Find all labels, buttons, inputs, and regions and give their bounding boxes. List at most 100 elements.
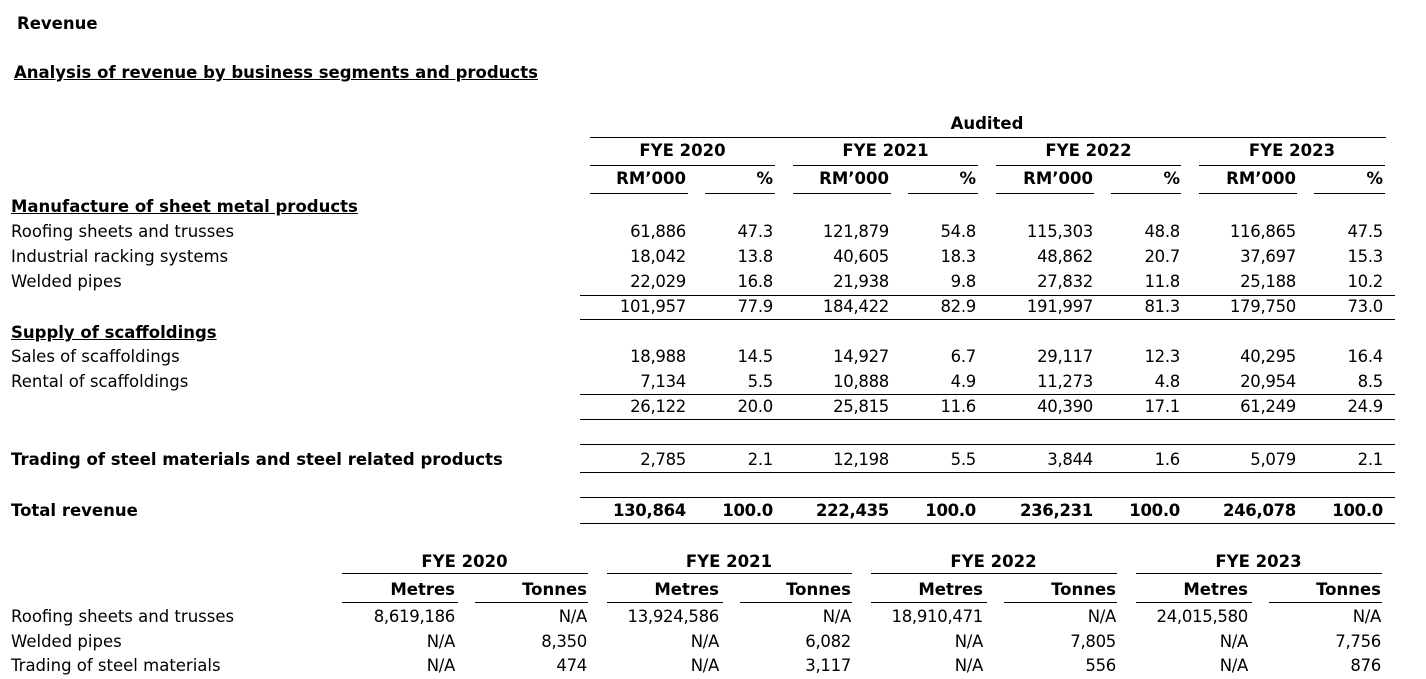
tonnes-column-header: Tonnes bbox=[786, 580, 851, 599]
subtotal-rule bbox=[580, 394, 1395, 395]
amount-cell: 40,605 bbox=[833, 247, 889, 266]
amount-cell: 236,231 bbox=[1019, 501, 1093, 520]
amount-cell: 18,042 bbox=[630, 247, 686, 266]
subtotal-rule bbox=[580, 419, 1395, 420]
percent-cell: 48.8 bbox=[1144, 222, 1180, 241]
metres-cell: N/A bbox=[426, 656, 456, 675]
year-header: FYE 2021 bbox=[842, 141, 929, 160]
percent-cell: 10.2 bbox=[1347, 272, 1383, 291]
tonnes-cell: 7,756 bbox=[1335, 632, 1381, 651]
percent-cell: 4.8 bbox=[1154, 372, 1181, 391]
year-rule bbox=[793, 165, 978, 166]
percent-cell: 100.0 bbox=[925, 501, 976, 520]
tonnes-cell: 474 bbox=[556, 656, 587, 675]
trading-label: Trading of steel materials and steel rel… bbox=[11, 450, 503, 469]
audited-rule bbox=[590, 137, 1386, 138]
volume-year-header: FYE 2020 bbox=[421, 552, 508, 571]
amount-cell: 61,886 bbox=[630, 222, 686, 241]
column-rule bbox=[342, 602, 458, 603]
volume-year-header: FYE 2021 bbox=[685, 552, 773, 571]
percent-cell: 24.9 bbox=[1347, 397, 1383, 416]
percent-column-header: % bbox=[756, 169, 773, 188]
year-rule bbox=[996, 165, 1181, 166]
amount-cell: 27,832 bbox=[1037, 272, 1093, 291]
amount-cell: 116,865 bbox=[1229, 222, 1296, 241]
metres-cell: 13,924,586 bbox=[627, 607, 720, 626]
column-rule bbox=[1269, 602, 1382, 603]
amount-cell: 101,957 bbox=[619, 297, 686, 316]
column-rule bbox=[793, 193, 891, 194]
rule-line bbox=[580, 472, 1395, 473]
amount-cell: 20,954 bbox=[1240, 372, 1296, 391]
amount-cell: 61,249 bbox=[1240, 397, 1296, 416]
page-title: Revenue bbox=[17, 14, 98, 33]
amount-cell: 18,988 bbox=[630, 347, 686, 366]
row-label: Roofing sheets and trusses bbox=[11, 222, 235, 241]
percent-cell: 6.7 bbox=[950, 347, 977, 366]
metres-column-header: Metres bbox=[654, 580, 719, 599]
tonnes-cell: 3,117 bbox=[805, 656, 851, 675]
percent-cell: 73.0 bbox=[1347, 297, 1383, 316]
amount-cell: 11,273 bbox=[1037, 372, 1093, 391]
amount-cell: 29,117 bbox=[1037, 347, 1093, 366]
percent-cell: 100.0 bbox=[722, 501, 773, 520]
tonnes-cell: 8,350 bbox=[541, 632, 587, 651]
column-rule bbox=[740, 602, 852, 603]
amount-cell: 7,134 bbox=[640, 372, 686, 391]
percent-cell: 8.5 bbox=[1357, 372, 1384, 391]
percent-cell: 9.8 bbox=[950, 272, 977, 291]
amount-cell: 222,435 bbox=[815, 501, 889, 520]
amount-cell: 25,188 bbox=[1240, 272, 1296, 291]
percent-cell: 11.8 bbox=[1144, 272, 1180, 291]
amount-cell: 10,888 bbox=[833, 372, 889, 391]
percent-cell: 11.6 bbox=[940, 397, 976, 416]
metres-column-header: Metres bbox=[390, 580, 455, 599]
tonnes-cell: 876 bbox=[1350, 656, 1381, 675]
volume-year-header: FYE 2023 bbox=[1215, 552, 1302, 571]
metres-cell: 24,015,580 bbox=[1156, 607, 1249, 626]
metres-cell: N/A bbox=[954, 656, 984, 675]
amount-cell: 121,879 bbox=[822, 222, 889, 241]
percent-cell: 82.9 bbox=[940, 297, 976, 316]
year-header: FYE 2022 bbox=[1045, 141, 1132, 160]
year-rule bbox=[1136, 573, 1382, 574]
amount-cell: 25,815 bbox=[833, 397, 889, 416]
year-header: FYE 2020 bbox=[639, 141, 726, 160]
metres-cell: 8,619,186 bbox=[373, 607, 456, 626]
audited-header: Audited bbox=[950, 114, 1024, 133]
volume-year-header: FYE 2022 bbox=[950, 552, 1037, 571]
tonnes-cell: N/A bbox=[822, 607, 852, 626]
volume-row-label: Trading of steel materials bbox=[11, 656, 221, 675]
metres-cell: N/A bbox=[1219, 632, 1249, 651]
metres-cell: N/A bbox=[426, 632, 456, 651]
amount-cell: 246,078 bbox=[1222, 501, 1296, 520]
amount-cell: 2,785 bbox=[640, 450, 686, 469]
volume-row-label: Welded pipes bbox=[11, 632, 122, 651]
amount-cell: 12,198 bbox=[833, 450, 889, 469]
row-label: Sales of scaffoldings bbox=[11, 347, 180, 366]
percent-cell: 5.5 bbox=[747, 372, 774, 391]
column-rule bbox=[871, 602, 987, 603]
year-rule bbox=[871, 573, 1117, 574]
amount-cell: 115,303 bbox=[1026, 222, 1093, 241]
amount-cell: 22,029 bbox=[630, 272, 686, 291]
amount-cell: 184,422 bbox=[822, 297, 889, 316]
tonnes-cell: N/A bbox=[558, 607, 588, 626]
amount-cell: 3,844 bbox=[1047, 450, 1093, 469]
amount-cell: 191,997 bbox=[1026, 297, 1093, 316]
tonnes-column-header: Tonnes bbox=[1316, 580, 1381, 599]
amount-cell: 37,697 bbox=[1240, 247, 1296, 266]
percent-cell: 16.8 bbox=[737, 272, 773, 291]
tonnes-column-header: Tonnes bbox=[1051, 580, 1116, 599]
amount-column-header: RM’000 bbox=[819, 169, 889, 188]
tonnes-cell: 556 bbox=[1085, 656, 1116, 675]
metres-cell: N/A bbox=[690, 632, 720, 651]
percent-cell: 77.9 bbox=[737, 297, 773, 316]
column-rule bbox=[1004, 602, 1117, 603]
section-subtitle: Analysis of revenue by business segments… bbox=[14, 63, 538, 82]
percent-cell: 13.8 bbox=[737, 247, 773, 266]
percent-column-header: % bbox=[959, 169, 976, 188]
segment-heading: Supply of scaffoldings bbox=[11, 323, 217, 342]
percent-cell: 2.1 bbox=[1357, 450, 1384, 469]
